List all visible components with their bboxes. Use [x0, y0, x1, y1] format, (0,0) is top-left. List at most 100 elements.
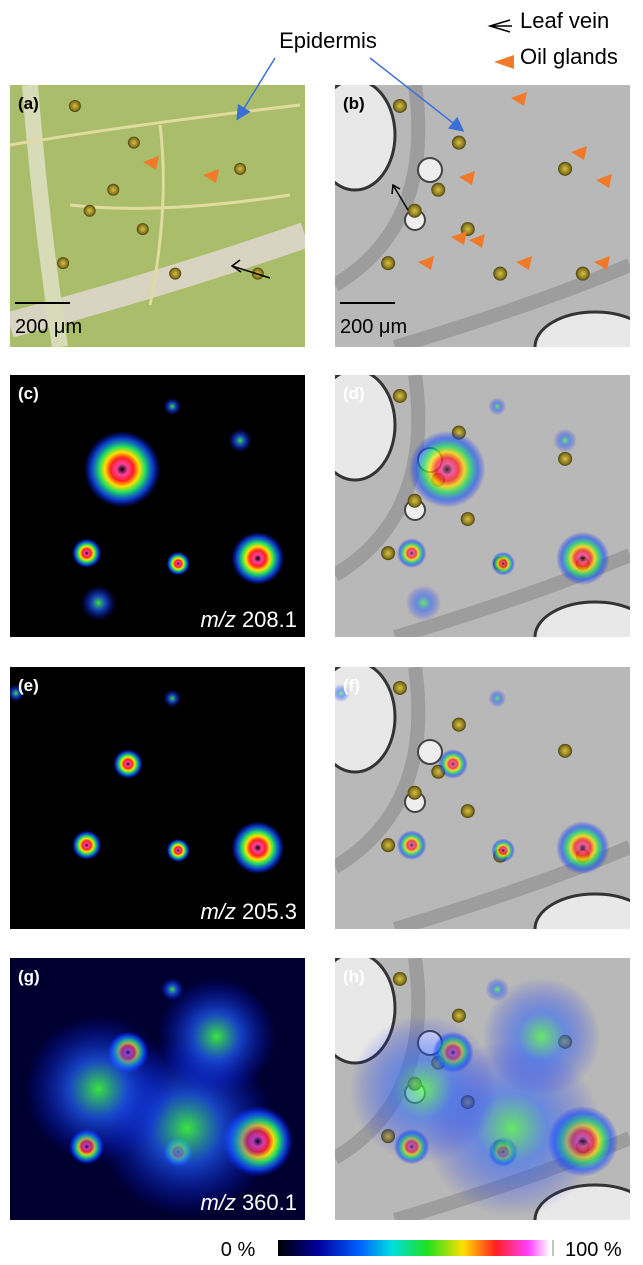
panel-image	[315, 953, 643, 1255]
ion-signal-overlay	[556, 532, 609, 585]
mz-value: 208.1	[242, 607, 297, 632]
panel-label: (b)	[343, 94, 365, 113]
mz-value: 205.3	[242, 899, 297, 924]
leaf-vein-legend: Leaf vein	[520, 8, 609, 33]
colorbar-max: 100 %	[565, 1239, 622, 1260]
oil-gland	[452, 136, 466, 150]
ion-signal	[81, 585, 116, 620]
panel: (h)	[315, 953, 643, 1255]
bubble	[535, 312, 643, 382]
ion-signal-overlay	[491, 839, 515, 863]
oil-gland	[57, 257, 69, 269]
ion-signal-overlay	[409, 431, 486, 508]
ion-signal	[163, 398, 181, 416]
panel-label: (h)	[343, 967, 365, 986]
ion-signal	[113, 749, 143, 779]
oil-gland	[461, 804, 475, 818]
ion-signal	[25, 1015, 173, 1163]
mz-label: m/z 205.3	[200, 899, 297, 924]
ion-signal-overlay	[485, 978, 509, 1002]
ion-signal-overlay	[350, 1015, 498, 1163]
ion-signal-overlay	[553, 429, 577, 453]
oil-gland	[393, 972, 407, 986]
bubble	[535, 602, 643, 672]
ion-signal-overlay	[438, 749, 468, 779]
ion-signal-overlay	[397, 830, 427, 860]
ion-signal	[166, 839, 190, 863]
mz-label: m/z 360.1	[200, 1190, 297, 1215]
ion-signal-overlay	[397, 538, 427, 568]
panel-image	[10, 958, 305, 1220]
oil-gland	[137, 223, 149, 235]
ion-signal	[84, 431, 161, 508]
ion-signal	[228, 429, 252, 453]
ion-image-background	[10, 375, 305, 637]
panel-label: (d)	[343, 384, 365, 403]
oil-gland	[69, 100, 81, 112]
oil-gland	[169, 268, 181, 280]
panel-image	[315, 662, 643, 964]
ion-signal	[163, 690, 181, 708]
mz-prefix: m/z	[200, 899, 235, 924]
panel-image	[315, 370, 643, 672]
ion-signal-overlay	[556, 821, 609, 874]
ion-signal-overlay	[406, 585, 441, 620]
oil-gland	[393, 99, 407, 113]
panel-label: (a)	[18, 94, 39, 113]
ion-signal	[231, 821, 284, 874]
oil-gland	[558, 452, 572, 466]
panel-image	[7, 667, 305, 929]
colorbar-min: 0 %	[221, 1239, 256, 1260]
oil-gland	[452, 1009, 466, 1023]
oil-gland	[461, 512, 475, 526]
panel: (d)	[315, 370, 643, 672]
oil-gland	[381, 838, 395, 852]
panel-label: (e)	[18, 676, 39, 695]
ion-signal-overlay	[488, 398, 506, 416]
oil-gland	[558, 162, 572, 176]
panel-image	[10, 85, 305, 347]
oil-gland	[234, 163, 246, 175]
page: Epidermis Leaf vein Oil glands 0 % 100 %…	[0, 0, 643, 1260]
oil-gland	[393, 681, 407, 695]
oil-gland	[381, 546, 395, 560]
ion-signal	[166, 552, 190, 576]
oil-gland	[431, 183, 445, 197]
oil-glands-legend: Oil glands	[520, 44, 618, 69]
panel: (a) 200 μm	[10, 85, 305, 347]
ion-signal	[160, 978, 184, 1002]
mz-prefix: m/z	[200, 1190, 235, 1215]
ion-signal-overlay	[491, 552, 515, 576]
mz-value: 360.1	[242, 1190, 297, 1215]
panel-image	[10, 375, 305, 637]
oil-gland	[107, 184, 119, 196]
panel-label: (c)	[18, 384, 39, 403]
panel: (f)	[315, 662, 643, 964]
oil-gland	[128, 137, 140, 149]
panel: (b) 200 μm	[315, 80, 643, 382]
oil-gland-arrow-icon	[494, 55, 514, 69]
colorbar	[278, 1240, 550, 1256]
bubble	[418, 158, 442, 182]
oil-gland	[84, 205, 96, 217]
oil-gland	[493, 267, 507, 281]
figure: Epidermis Leaf vein Oil glands 0 % 100 %…	[0, 0, 643, 1260]
ion-signal	[72, 538, 102, 568]
ion-signal	[72, 830, 102, 860]
ion-signal	[231, 532, 284, 585]
leaf-vein-arrow-icon	[490, 20, 512, 32]
oil-gland	[452, 718, 466, 732]
bubble	[418, 740, 442, 764]
oil-gland	[408, 786, 422, 800]
bubble	[535, 894, 643, 964]
ion-image-background	[10, 667, 305, 929]
scale-bar-label: 200 μm	[340, 316, 407, 338]
oil-gland	[408, 204, 422, 218]
ion-signal-overlay	[488, 690, 506, 708]
oil-gland	[558, 744, 572, 758]
oil-gland	[576, 267, 590, 281]
scale-bar-label: 200 μm	[15, 316, 82, 338]
